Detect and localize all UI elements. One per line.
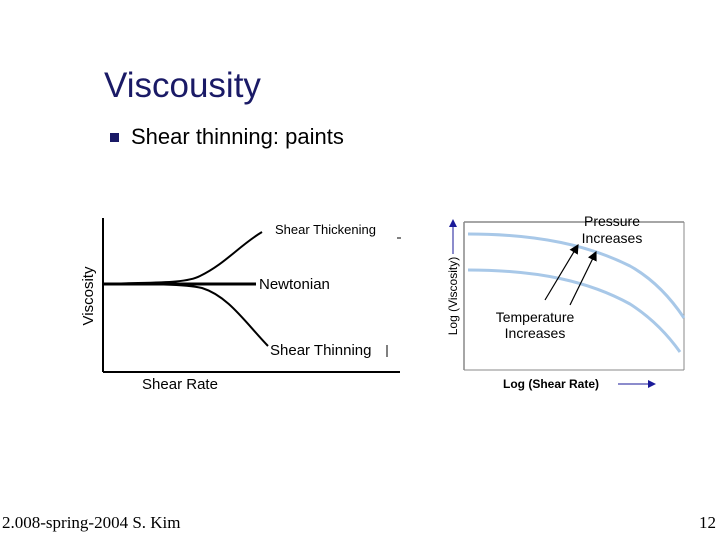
low-pressure-curve: [467, 232, 686, 319]
left-x-axis-label: Shear Rate: [142, 376, 218, 393]
temperature-arrow: [569, 250, 597, 306]
bullet-text: Shear thinning: paints: [131, 124, 344, 149]
shear-thickening-label: Shear Thickening: [275, 222, 376, 237]
left-viscosity-diagram: Viscosity Shear Rate Shear Thickening Ne…: [80, 218, 401, 393]
right-y-axis-label: Log (Viscosity): [446, 257, 460, 335]
pressure-arrow: [544, 243, 579, 301]
pressure-label-line1: Pressure: [584, 213, 640, 229]
square-bullet-icon: [110, 132, 119, 142]
high-temperature-curve: [467, 268, 682, 353]
slide-title: Viscousity: [104, 66, 261, 105]
temperature-label-line2: Increases: [505, 325, 566, 341]
pressure-label-line2: Increases: [582, 230, 643, 246]
shear-thinning-curve: [103, 283, 269, 347]
newtonian-label: Newtonian: [259, 276, 330, 293]
page-number: 12: [699, 513, 716, 532]
right-log-viscosity-diagram: Log (Viscosity) Log (Shear Rate) Pressur…: [446, 213, 686, 391]
shear-thickening-curve: [103, 231, 263, 285]
bullet-item: Shear thinning: paints: [110, 124, 344, 150]
left-y-axis-label: Viscosity: [80, 266, 97, 325]
footer-course-info: 2.008-spring-2004 S. Kim: [2, 513, 181, 532]
shear-thinning-label: Shear Thinning: [270, 342, 371, 359]
temperature-label-line1: Temperature: [496, 309, 575, 325]
right-x-axis-label: Log (Shear Rate): [503, 377, 599, 391]
